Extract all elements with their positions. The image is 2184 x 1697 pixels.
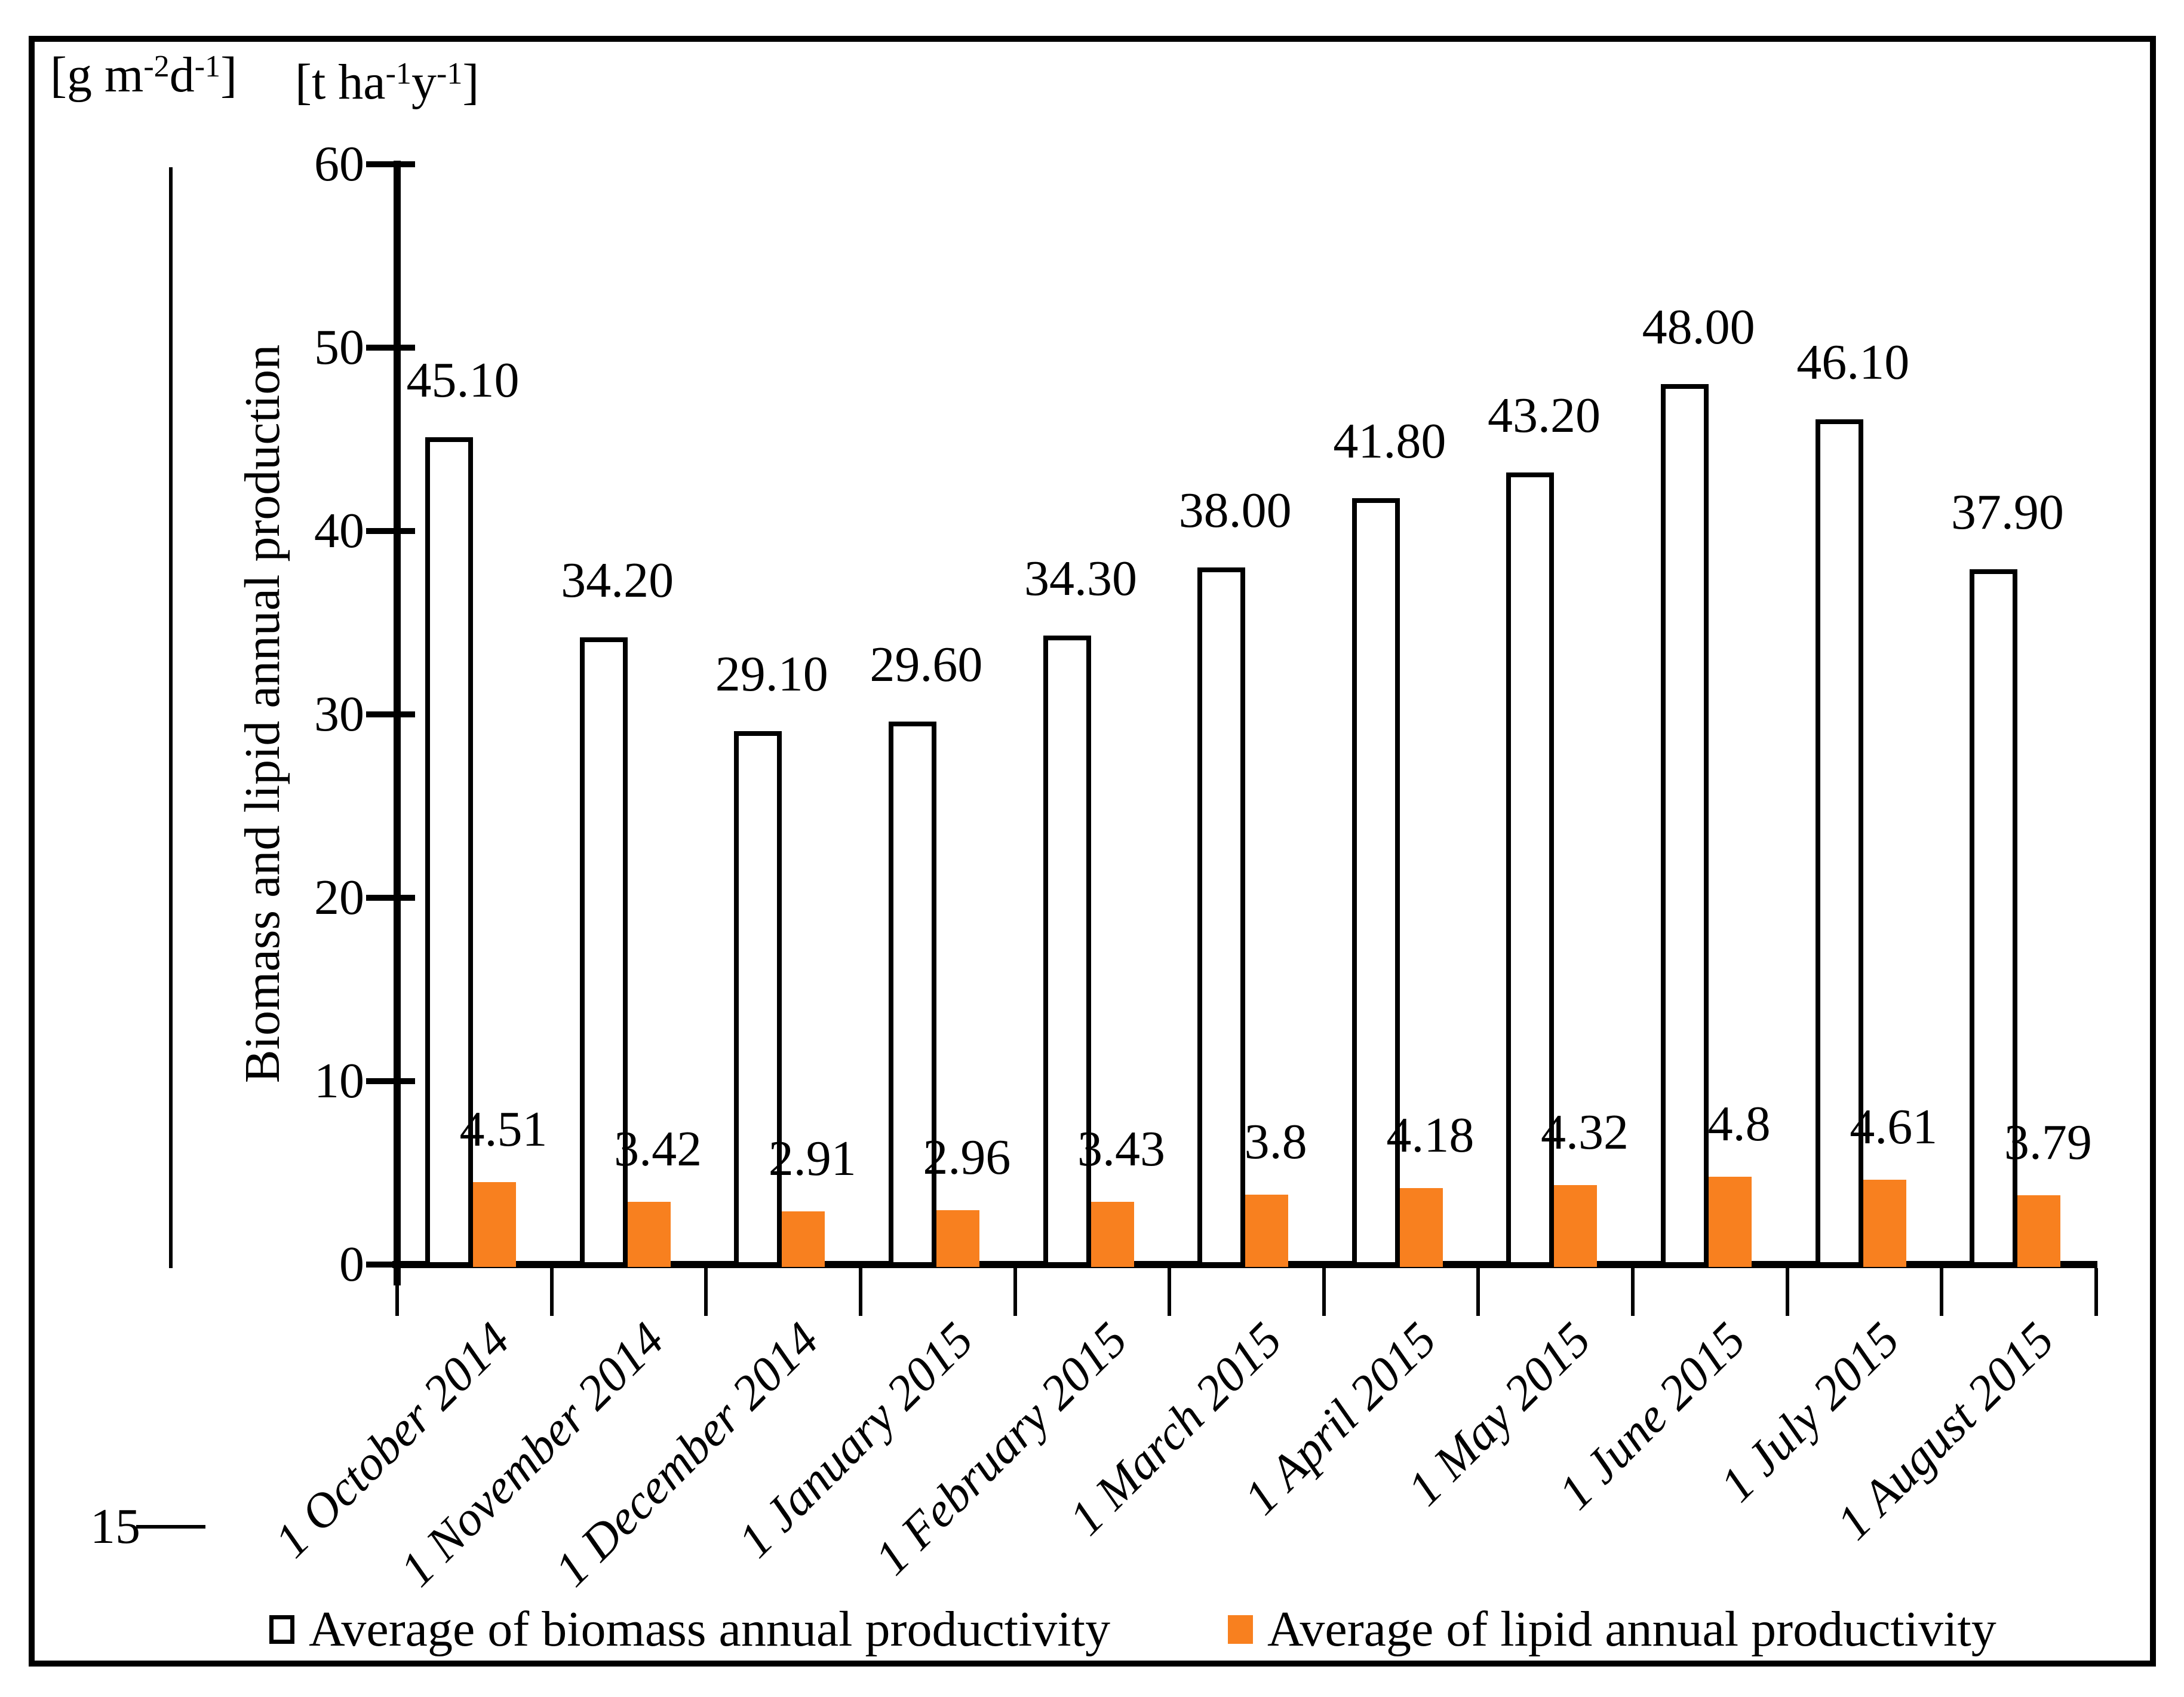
biomass-bar xyxy=(579,637,628,1267)
lipid-value-label: 3.43 xyxy=(1077,1121,1166,1177)
lipid-value-label: 3.8 xyxy=(1244,1114,1307,1170)
x-axis-tick xyxy=(704,1268,708,1316)
x-axis-tick xyxy=(1940,1268,1944,1316)
secondary-axis-tick-label: 0 xyxy=(339,1236,364,1292)
biomass-bar xyxy=(734,731,782,1267)
chart-frame-border xyxy=(29,36,2156,1667)
x-axis-tick xyxy=(858,1268,862,1316)
lipid-bar xyxy=(1245,1195,1289,1267)
legend-item-biomass: Average of biomass annual productivity xyxy=(269,1604,1110,1655)
lipid-bar xyxy=(782,1211,825,1267)
biomass-value-label: 34.20 xyxy=(561,553,674,609)
secondary-axis-tick-label: 60 xyxy=(314,136,364,192)
secondary-axis-tick xyxy=(366,711,415,717)
biomass-value-label: 41.80 xyxy=(1333,413,1446,469)
lipid-legend-label: Average of lipid annual productivity xyxy=(1267,1601,1996,1657)
lipid-value-label: 4.32 xyxy=(1540,1104,1629,1161)
biomass-legend-swatch-icon xyxy=(269,1615,294,1644)
lipid-value-label: 4.51 xyxy=(459,1101,548,1157)
biomass-value-label: 29.60 xyxy=(870,637,983,693)
biomass-value-label: 48.00 xyxy=(1642,299,1755,355)
x-axis-tick xyxy=(1476,1268,1480,1316)
biomass-value-label: 34.30 xyxy=(1024,550,1138,606)
lipid-value-label: 4.18 xyxy=(1386,1107,1475,1163)
biomass-bar xyxy=(888,722,936,1267)
biomass-bar xyxy=(1661,384,1709,1267)
lipid-bar xyxy=(627,1202,671,1267)
biomass-bar xyxy=(1197,567,1246,1267)
lipid-bar xyxy=(473,1182,516,1267)
primary-axis-unit-label: [g m-2d-1] xyxy=(50,47,238,103)
lipid-value-label: 4.61 xyxy=(1850,1099,1938,1155)
biomass-legend-label: Average of biomass annual productivity xyxy=(309,1601,1111,1657)
biomass-value-label: 46.10 xyxy=(1796,334,1910,390)
x-axis-tick xyxy=(1322,1268,1326,1316)
x-axis-category-label: 1 December 2014 xyxy=(543,1312,829,1597)
biomass-value-label: 37.90 xyxy=(1950,484,2064,541)
biomass-value-label: 38.00 xyxy=(1178,483,1292,539)
lipid-value-label: 3.42 xyxy=(614,1121,702,1177)
primary-axis-line xyxy=(169,167,173,1268)
secondary-axis-tick-label: 40 xyxy=(314,503,364,558)
biomass-bar xyxy=(1043,635,1091,1267)
lipid-value-label: 4.8 xyxy=(1707,1095,1771,1152)
legend-item-lipid: Average of lipid annual productivity xyxy=(1228,1604,1996,1655)
lipid-value-label: 2.96 xyxy=(923,1130,1011,1186)
lipid-bar xyxy=(1709,1176,1752,1267)
secondary-axis-tick xyxy=(366,1262,415,1268)
biomass-value-label: 45.10 xyxy=(406,352,520,409)
x-axis-tick xyxy=(549,1268,554,1316)
x-axis-tick xyxy=(1168,1268,1172,1316)
x-axis-tick xyxy=(1785,1268,1789,1316)
x-axis-tick xyxy=(1013,1268,1017,1316)
lipid-bar xyxy=(1091,1201,1134,1267)
secondary-axis-tick xyxy=(366,528,415,534)
biomass-bar xyxy=(1970,569,2018,1267)
biomass-value-label: 29.10 xyxy=(715,646,828,702)
biomass-bar xyxy=(1815,419,1863,1267)
secondary-axis-tick-label: 20 xyxy=(314,870,364,925)
secondary-axis-tick-label: 10 xyxy=(314,1053,364,1109)
secondary-axis-unit-label: [t ha-1y-1] xyxy=(295,54,480,110)
lipid-bar xyxy=(2017,1195,2061,1267)
secondary-axis-tick-label: 30 xyxy=(314,686,364,742)
secondary-axis-tick xyxy=(366,345,415,351)
secondary-axis-tick xyxy=(366,895,415,901)
biomass-value-label: 43.20 xyxy=(1487,387,1601,443)
lipid-bar xyxy=(1399,1187,1443,1267)
x-axis-tick xyxy=(2094,1268,2098,1316)
secondary-axis-tick xyxy=(366,1078,415,1084)
secondary-axis-line xyxy=(394,161,401,1285)
x-axis-tick xyxy=(1631,1268,1635,1316)
lipid-bar xyxy=(1554,1185,1598,1267)
primary-axis-tick-label: 15 xyxy=(90,1499,140,1554)
x-axis-tick xyxy=(395,1268,399,1316)
lipid-value-label: 2.91 xyxy=(768,1130,856,1186)
primary-axis-tick xyxy=(136,1525,205,1529)
biomass-bar xyxy=(425,437,473,1267)
lipid-value-label: 3.79 xyxy=(2004,1114,2092,1170)
lipid-legend-swatch-icon xyxy=(1228,1615,1253,1644)
biomass-bar xyxy=(1506,472,1555,1267)
biomass-bar xyxy=(1351,498,1400,1267)
secondary-axis-tick-label: 50 xyxy=(314,320,364,375)
lipid-bar xyxy=(936,1210,979,1267)
x-axis-category-label: 1 November 2014 xyxy=(389,1312,674,1597)
secondary-axis-tick xyxy=(366,161,415,167)
lipid-bar xyxy=(1863,1180,1906,1267)
